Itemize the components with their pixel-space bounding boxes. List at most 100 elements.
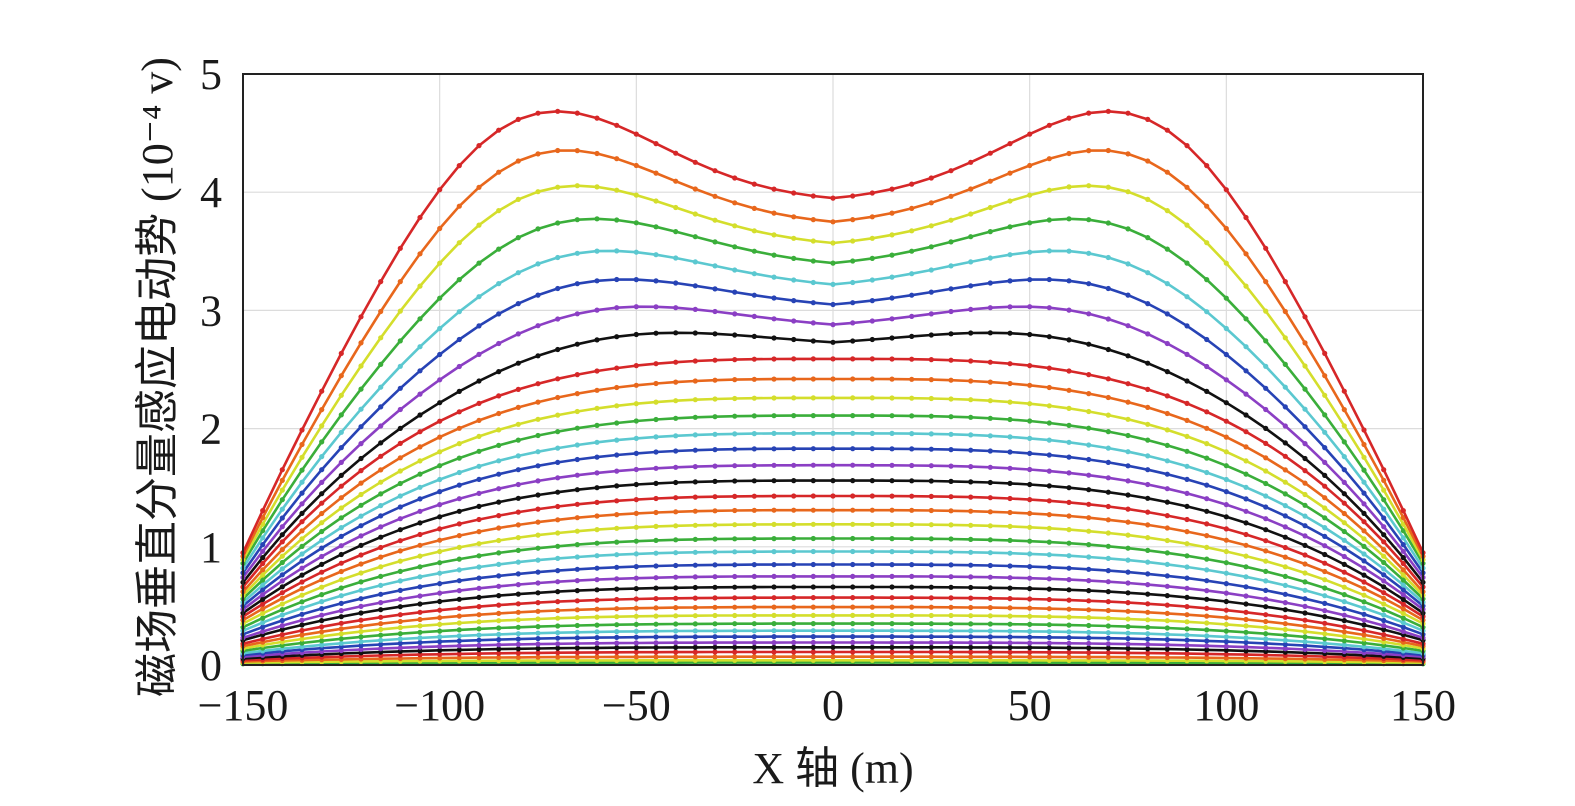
data-point <box>633 634 639 640</box>
data-point <box>968 644 974 651</box>
data-point <box>338 631 344 637</box>
data-point <box>1381 515 1387 521</box>
data-point <box>1046 384 1052 391</box>
data-point <box>1361 536 1367 542</box>
data-point <box>535 624 541 630</box>
data-point <box>1322 568 1328 575</box>
data-point <box>653 649 659 655</box>
data-point <box>614 586 620 592</box>
data-point <box>732 644 738 650</box>
data-point <box>515 270 521 276</box>
data-point <box>1282 503 1288 509</box>
x-tick-label: 100 <box>1193 681 1259 730</box>
data-point <box>515 421 521 427</box>
data-point <box>633 401 639 407</box>
data-point <box>869 255 875 261</box>
data-point <box>496 602 502 608</box>
x-tick-labels: −150 −100 −50 0 50 100 150 <box>198 681 1456 730</box>
data-point <box>476 642 482 648</box>
data-point <box>1282 453 1288 459</box>
data-point <box>1066 405 1072 411</box>
data-point <box>535 478 541 484</box>
data-point <box>909 549 915 555</box>
data-point <box>1164 127 1170 133</box>
data-point <box>673 605 679 611</box>
data-point <box>1007 575 1013 581</box>
data-point <box>1046 187 1052 193</box>
data-point <box>692 628 698 634</box>
data-point <box>535 557 541 563</box>
data-point <box>948 508 954 514</box>
data-point <box>987 537 993 543</box>
data-point <box>555 555 561 562</box>
data-point <box>633 277 639 283</box>
data-point <box>1145 196 1151 202</box>
data-point <box>279 524 285 530</box>
x-tick-label: −150 <box>198 681 289 730</box>
data-point <box>928 634 934 640</box>
data-point <box>1184 626 1190 632</box>
data-point <box>456 620 462 626</box>
data-point <box>397 480 403 487</box>
data-point <box>1282 404 1288 410</box>
data-point <box>1400 587 1406 593</box>
data-point <box>1361 627 1367 634</box>
x-tick-label: 150 <box>1390 681 1456 730</box>
data-point <box>1105 184 1111 190</box>
data-point <box>378 279 384 285</box>
data-point <box>1223 639 1229 645</box>
data-point <box>1223 570 1229 576</box>
data-point <box>1204 647 1210 653</box>
data-point <box>515 654 521 661</box>
data-point <box>417 508 423 514</box>
data-point <box>1302 480 1308 486</box>
data-point <box>771 562 777 568</box>
data-point <box>594 439 600 445</box>
data-point <box>889 274 895 280</box>
data-point <box>909 413 915 419</box>
data-point <box>869 462 875 468</box>
data-point <box>1086 472 1092 478</box>
data-point <box>1125 110 1131 116</box>
data-point <box>594 577 600 583</box>
data-point <box>476 594 482 601</box>
data-point <box>1204 521 1210 527</box>
data-point <box>614 334 620 340</box>
data-point <box>1282 384 1288 390</box>
data-point <box>732 584 738 590</box>
data-point <box>1243 471 1249 477</box>
data-point <box>1381 623 1387 629</box>
data-point <box>1282 582 1288 589</box>
data-point <box>633 605 639 611</box>
data-point <box>653 537 659 544</box>
data-point <box>1302 468 1308 474</box>
data-point <box>378 513 384 519</box>
data-point <box>515 631 521 637</box>
data-point <box>653 224 659 230</box>
data-point <box>1184 222 1190 228</box>
data-point <box>555 589 561 595</box>
data-point <box>456 441 462 447</box>
data-point <box>1400 542 1406 548</box>
data-point <box>456 556 462 562</box>
data-point <box>1282 335 1288 341</box>
data-point <box>574 635 580 641</box>
data-point <box>869 634 875 640</box>
data-point <box>712 494 718 500</box>
data-point <box>869 548 875 555</box>
data-point <box>456 651 462 657</box>
data-point <box>1223 351 1229 358</box>
data-point <box>1066 527 1072 533</box>
data-point <box>614 539 620 545</box>
data-point <box>1105 579 1111 585</box>
data-point <box>574 654 580 660</box>
data-point <box>1007 523 1013 530</box>
data-point <box>1223 537 1229 543</box>
data-point <box>928 604 934 610</box>
data-point <box>299 586 305 592</box>
data-point <box>692 640 698 646</box>
data-point <box>1223 377 1229 383</box>
data-point <box>1145 631 1151 637</box>
data-point <box>1204 578 1210 584</box>
data-point <box>417 412 423 418</box>
